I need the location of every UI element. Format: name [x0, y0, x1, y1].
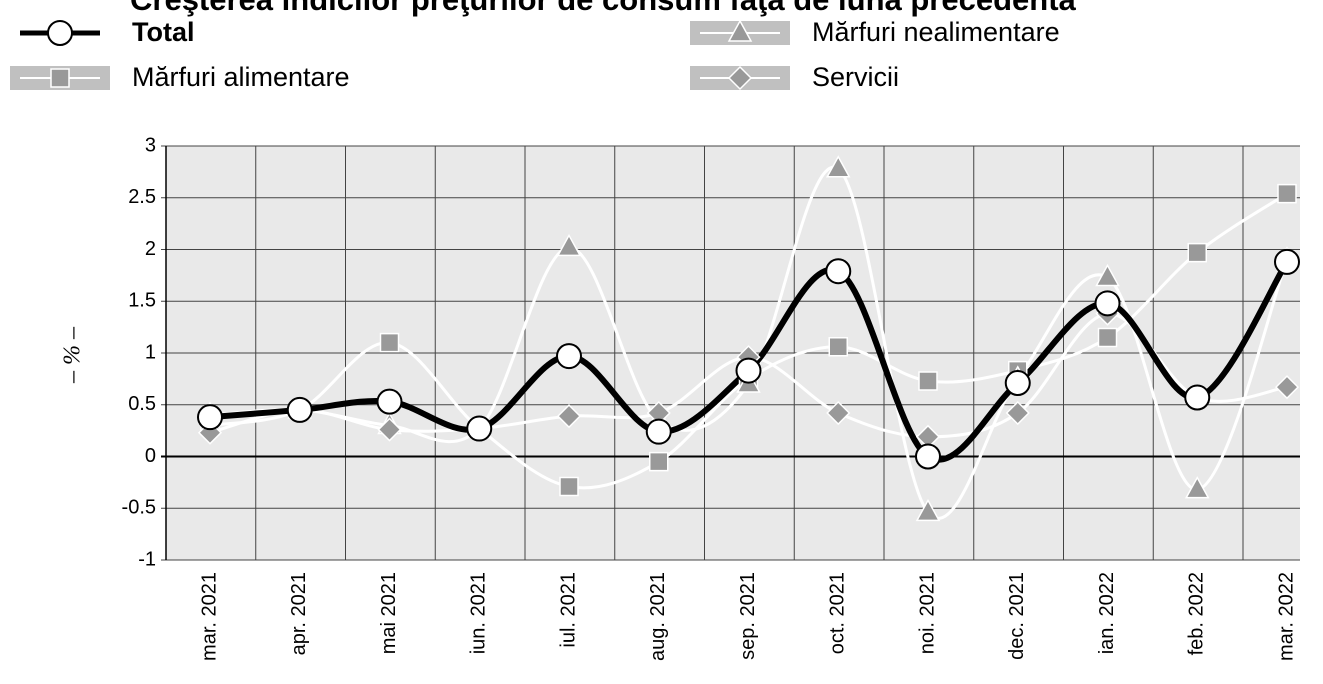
x-tick-label: oct. 2021 — [827, 572, 849, 654]
x-tick-label: noi. 2021 — [916, 572, 938, 654]
marker — [1095, 263, 1120, 287]
legend-label: Servicii — [812, 62, 899, 92]
y-axis-label: – % – — [60, 326, 86, 384]
marker — [915, 498, 941, 522]
marker — [1094, 290, 1121, 317]
marker — [1274, 375, 1300, 400]
marker — [825, 155, 851, 178]
marker — [376, 388, 403, 415]
marker — [826, 400, 851, 426]
marker — [1184, 384, 1211, 411]
legend-item: Servicii — [690, 62, 899, 92]
marker — [1004, 370, 1031, 397]
marker — [918, 371, 938, 391]
chart-title: Creşterea indicilor preţurilor de consum… — [130, 0, 1077, 17]
x-tick-label: iun. 2021 — [468, 572, 490, 654]
marker — [1187, 242, 1207, 263]
y-tick-label: 1.5 — [128, 290, 156, 312]
marker — [379, 332, 400, 353]
marker — [559, 476, 579, 497]
x-tick-label: dec. 2021 — [1006, 572, 1028, 660]
marker — [1184, 476, 1210, 499]
x-tick-label: mai 2021 — [378, 572, 400, 654]
legend-item: Mărfuri alimentare — [10, 62, 350, 92]
legend-label: Total — [132, 17, 195, 47]
marker — [197, 404, 223, 431]
marker — [735, 357, 762, 384]
y-tick-label: -1 — [138, 548, 156, 570]
marker — [727, 65, 753, 91]
marker — [645, 418, 672, 445]
y-tick-label: 3 — [145, 134, 156, 156]
y-tick-label: 0.5 — [128, 393, 156, 415]
marker — [649, 451, 669, 472]
y-tick-label: 1 — [145, 341, 156, 363]
legend-label: Mărfuri nealimentare — [812, 17, 1060, 47]
marker — [286, 396, 313, 423]
x-tick-label: apr. 2021 — [288, 572, 310, 655]
marker — [556, 343, 582, 370]
x-tick-label: sep. 2021 — [737, 572, 759, 660]
legend-item: Mărfuri nealimentare — [690, 17, 1060, 47]
x-tick-label: mar. 2021 — [198, 572, 220, 661]
marker — [1005, 400, 1030, 426]
x-tick-label: mar. 2022 — [1275, 572, 1297, 661]
marker — [466, 415, 493, 442]
marker — [50, 68, 70, 88]
y-tick-label: 0 — [145, 445, 156, 467]
legend-item: Total — [10, 17, 195, 47]
marker — [1097, 327, 1118, 348]
y-tick-label: 2 — [145, 238, 156, 260]
x-tick-label: aug. 2021 — [647, 572, 669, 661]
marker — [47, 20, 73, 46]
marker — [915, 443, 941, 470]
y-tick-label: -0.5 — [122, 497, 156, 519]
marker — [727, 19, 753, 42]
legend-label: Mărfuri alimentare — [132, 62, 350, 92]
x-tick-label: feb. 2022 — [1186, 572, 1208, 655]
x-tick-label: iul. 2021 — [557, 572, 579, 648]
marker — [828, 337, 848, 357]
marker — [825, 258, 852, 285]
marker — [556, 233, 582, 257]
marker — [1277, 183, 1297, 204]
marker — [377, 417, 402, 442]
marker — [556, 404, 582, 429]
y-tick-label: 2.5 — [128, 186, 156, 208]
marker — [1274, 248, 1300, 275]
x-tick-label: ian. 2022 — [1096, 572, 1118, 654]
